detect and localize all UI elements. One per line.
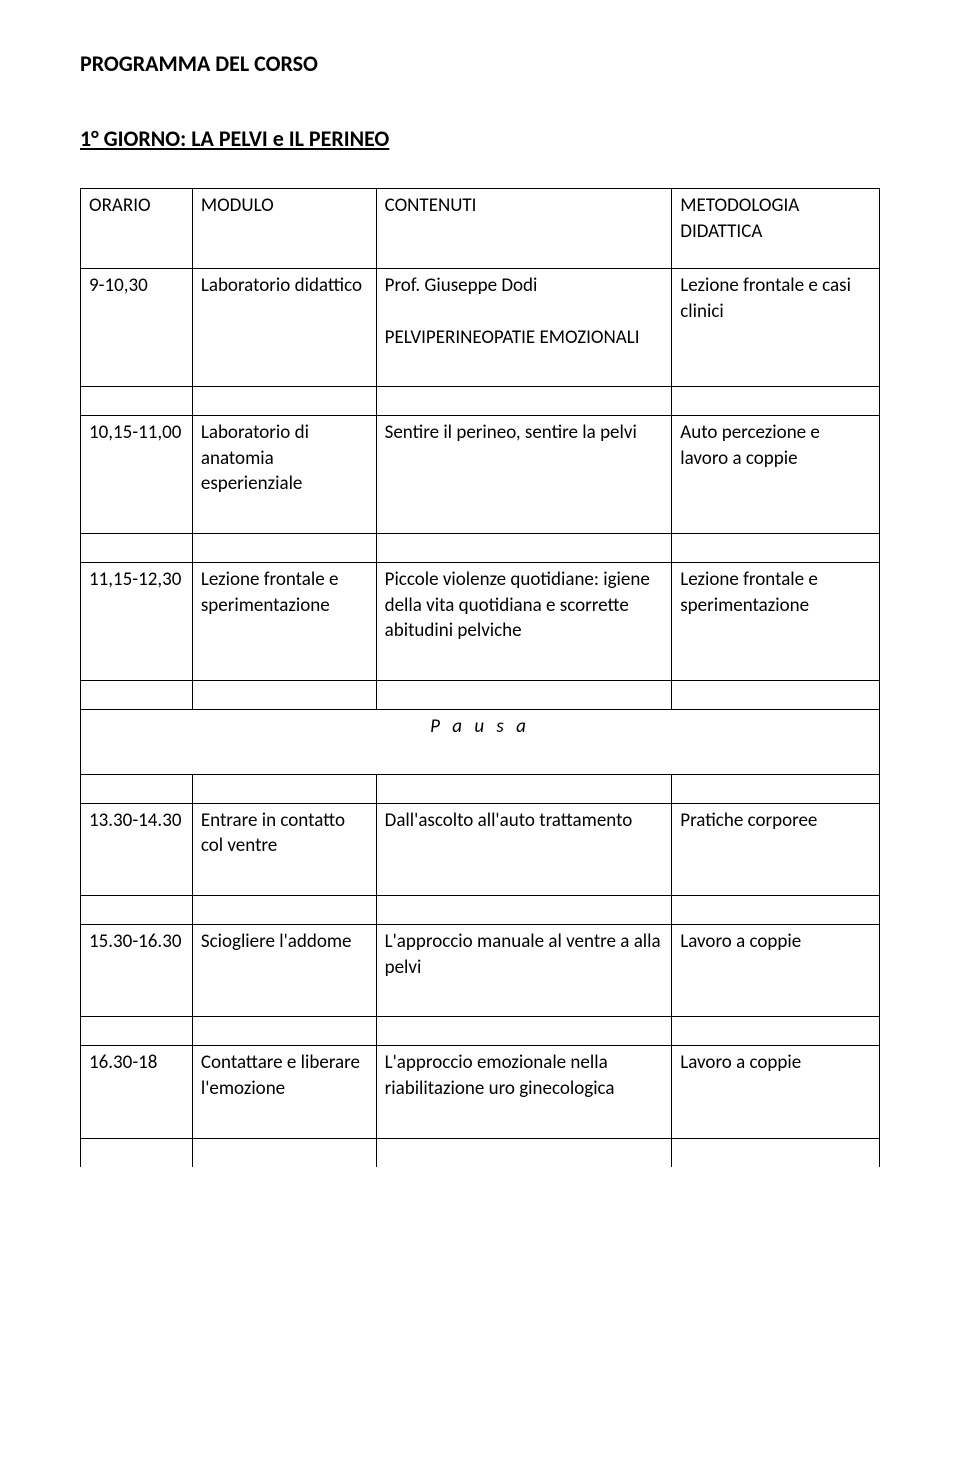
cell-contenuti-line2: PELVIPERINEOPATIE EMOZIONALI [385,326,640,349]
header-metodologia-line1: METODOLOGIA [680,194,799,217]
cell-orario: 11,15-12,30 [81,563,193,681]
cell-modulo: Laboratorio di anatomia esperienziale [192,416,376,534]
table-row: 11,15-12,30 Lezione frontale e speriment… [81,563,880,681]
spacer-row [81,387,880,416]
page: PROGRAMMA DEL CORSO 1° GIORNO: LA PELVI … [0,0,960,1482]
day-title: 1° GIORNO: LA PELVI e IL PERINEO [80,125,880,152]
table-row: 15.30-16.30 Sciogliere l'addome L'approc… [81,924,880,1016]
cell-modulo: Sciogliere l'addome [192,924,376,1016]
cell-metodologia: Lavoro a coppie [672,1046,880,1138]
cell-metodologia: Auto percezione e lavoro a coppie [672,416,880,534]
table-row: 16.30-18 Contattare e liberare l'emozion… [81,1046,880,1138]
cell-orario: 13.30-14.30 [81,803,193,895]
cell-metodologia: Lavoro a coppie [672,924,880,1016]
table-row: 13.30-14.30 Entrare in contatto col vent… [81,803,880,895]
cell-modulo: Entrare in contatto col ventre [192,803,376,895]
table-row: 10,15-11,00 Laboratorio di anatomia espe… [81,416,880,534]
spacer-row [81,1017,880,1046]
cell-contenuti: Dall'ascolto all'auto trattamento [376,803,672,895]
pause-cell: P a u s a [81,710,880,775]
pause-row: P a u s a [81,710,880,775]
cell-orario: 15.30-16.30 [81,924,193,1016]
spacer-row [81,895,880,924]
header-orario: ORARIO [81,189,193,269]
header-contenuti: CONTENUTI [376,189,672,269]
table-header-row: ORARIO MODULO CONTENUTI METODOLOGIA DIDA… [81,189,880,269]
cell-contenuti: L'approccio emozionale nella riabilitazi… [376,1046,672,1138]
cell-contenuti-line1: Prof. Giuseppe Dodi [385,274,538,297]
cell-metodologia: Lezione frontale e casi clinici [672,269,880,387]
header-metodologia-line2: DIDATTICA [680,220,762,243]
cell-modulo: Contattare e liberare l'emozione [192,1046,376,1138]
header-metodologia: METODOLOGIA DIDATTICA [672,189,880,269]
cell-modulo: Laboratorio didattico [192,269,376,387]
spacer-row [81,534,880,563]
cell-metodologia: Lezione frontale e sperimentazione [672,563,880,681]
cell-orario: 9-10,30 [81,269,193,387]
course-table: ORARIO MODULO CONTENUTI METODOLOGIA DIDA… [80,188,880,1167]
cell-orario: 10,15-11,00 [81,416,193,534]
cell-contenuti: L'approccio manuale al ventre a alla pel… [376,924,672,1016]
spacer-row [81,1138,880,1167]
cell-orario: 16.30-18 [81,1046,193,1138]
header-modulo: MODULO [192,189,376,269]
cell-contenuti: Piccole violenze quotidiane: igiene dell… [376,563,672,681]
document-title: PROGRAMMA DEL CORSO [80,50,880,77]
spacer-row [81,774,880,803]
cell-contenuti: Prof. Giuseppe Dodi PELVIPERINEOPATIE EM… [376,269,672,387]
spacer-row [81,681,880,710]
cell-metodologia: Pratiche corporee [672,803,880,895]
cell-modulo: Lezione frontale e sperimentazione [192,563,376,681]
cell-contenuti: Sentire il perineo, sentire la pelvi [376,416,672,534]
table-row: 9-10,30 Laboratorio didattico Prof. Gius… [81,269,880,387]
